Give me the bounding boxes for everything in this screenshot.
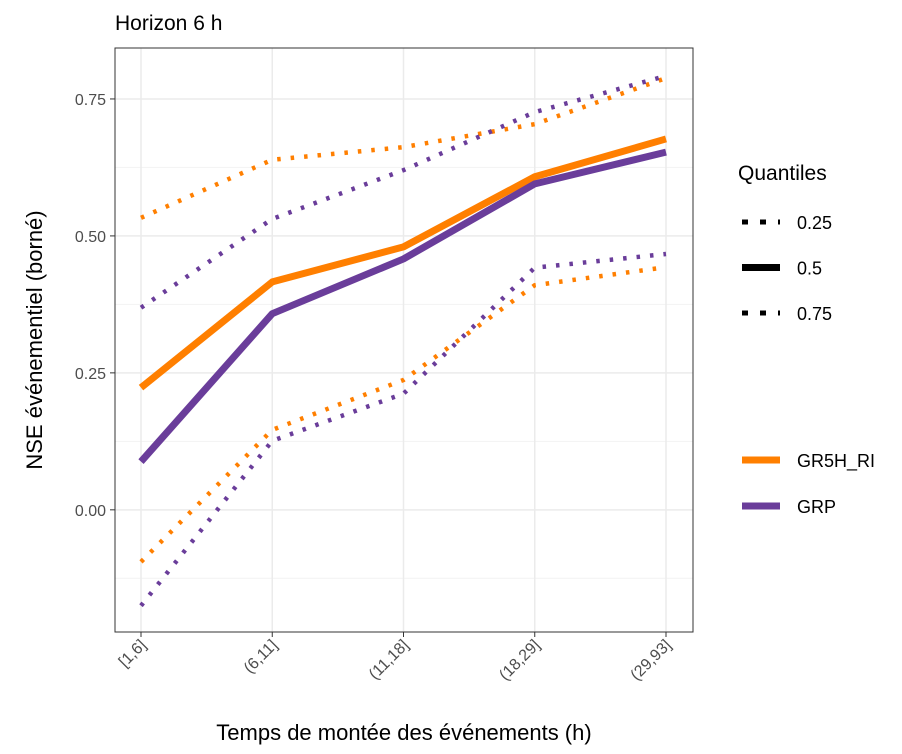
x-tick-label: (29,93] xyxy=(628,637,675,684)
x-tick-label: [1,6] xyxy=(116,637,150,671)
series-line xyxy=(139,264,667,564)
legend-label: GR5H_RI xyxy=(797,451,875,472)
y-tick-label: 0.75 xyxy=(75,92,106,109)
x-tick-label: (11,18] xyxy=(366,637,412,683)
series-line xyxy=(138,148,667,464)
x-tick-label: (6,11] xyxy=(241,637,281,677)
x-tick-label: (18,29] xyxy=(496,637,543,684)
x-axis-title: Temps de montée des événements (h) xyxy=(216,720,591,745)
chart-title: Horizon 6 h xyxy=(115,12,222,35)
legend-label: 0.75 xyxy=(797,304,832,324)
legend-label: GRP xyxy=(797,497,836,517)
y-tick-label: 0.25 xyxy=(75,366,106,383)
series-line xyxy=(138,135,667,391)
legend-title: Quantiles xyxy=(738,162,827,185)
y-axis-title: NSE événementiel (borné) xyxy=(22,210,47,469)
legend-label: 0.25 xyxy=(797,213,832,233)
series-line xyxy=(140,76,667,220)
y-tick-label: 0.50 xyxy=(75,229,106,246)
series-line xyxy=(139,73,667,310)
y-tick-label: 0.00 xyxy=(75,503,106,520)
panel-border xyxy=(114,47,694,633)
legend-label: 0.5 xyxy=(797,259,822,279)
